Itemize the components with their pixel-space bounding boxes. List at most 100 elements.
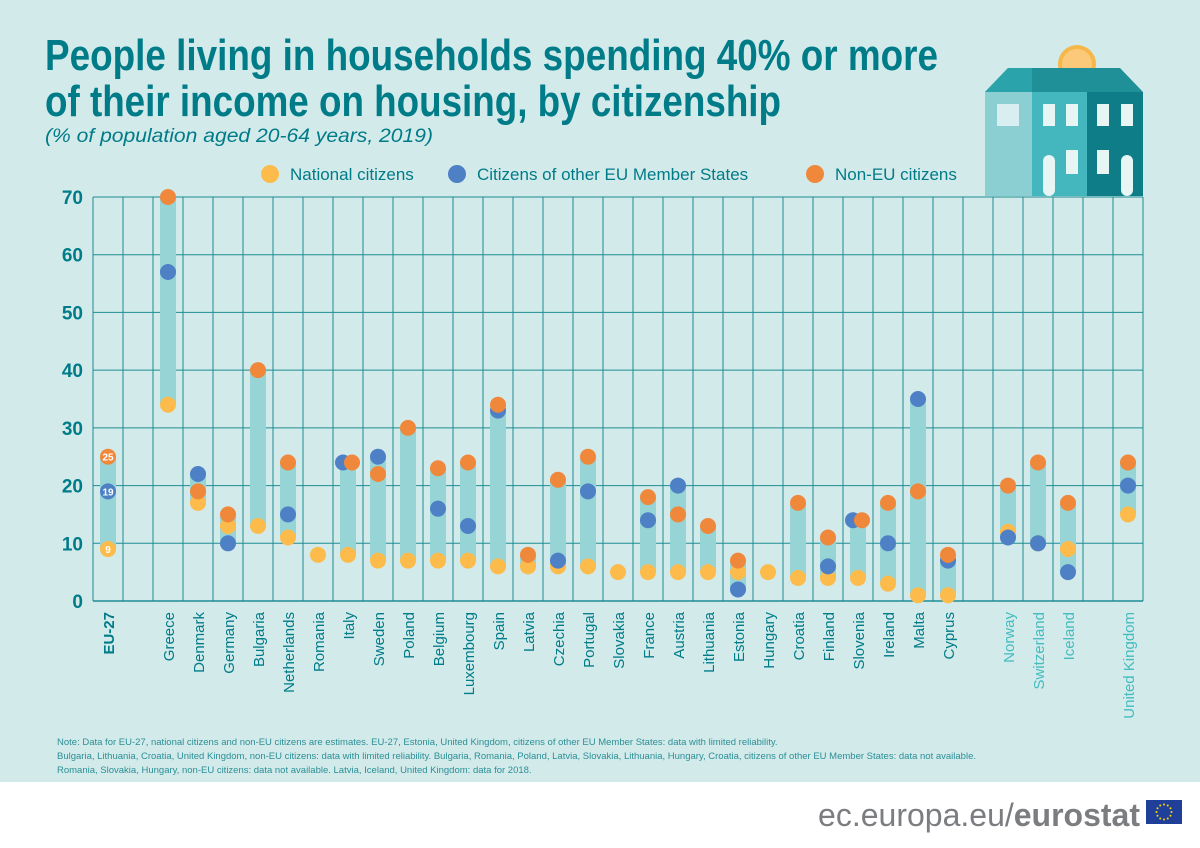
range-bar — [100, 456, 116, 550]
eurostat-link[interactable]: ec.europa.eu/eurostat — [818, 797, 1140, 833]
x-tick-label: Belgium — [431, 612, 448, 666]
dot-other-eu — [1000, 529, 1016, 546]
dot-national — [340, 546, 356, 563]
chart-title-line1: People living in households spending 40%… — [45, 31, 938, 80]
dot-national — [430, 552, 446, 569]
x-axis: EU-27 Greece Denmark Germany Bulgaria Netherl… — [101, 611, 1138, 718]
dot-non-eu — [520, 546, 536, 563]
x-tick-label: Romania — [311, 611, 328, 672]
dot-non-eu — [940, 546, 956, 563]
dot-national — [220, 517, 236, 534]
dot-non-eu — [280, 454, 296, 471]
x-tick-label: Sweden — [371, 612, 388, 666]
flag-star — [1163, 818, 1165, 821]
data-marks: 9 19 25 — [100, 189, 1136, 604]
range-bar — [340, 462, 356, 555]
dot-non-eu — [160, 189, 176, 205]
flag-star — [1169, 814, 1172, 817]
dot-national — [610, 564, 626, 581]
y-tick-label: 50 — [62, 303, 83, 324]
footer-site: ec.europa.eu/ — [818, 797, 1014, 833]
dot-national — [760, 564, 776, 581]
dot-other-eu — [460, 517, 476, 534]
footer-background — [0, 782, 1200, 848]
dot-national — [580, 558, 596, 575]
x-tick-label: Czechia — [551, 611, 568, 666]
dot-non-eu — [820, 529, 836, 546]
dot-non-eu — [700, 517, 716, 534]
dot-national — [400, 552, 416, 569]
footer: ec.europa.eu/eurostat — [818, 797, 1182, 833]
dot-national — [190, 494, 206, 511]
range-bar — [640, 497, 656, 573]
data-label: 19 — [102, 487, 114, 498]
x-tick-label: Greece — [161, 612, 178, 661]
y-tick-label: 70 — [62, 188, 83, 209]
y-tick-label: 20 — [62, 477, 83, 498]
dot-national — [490, 558, 506, 575]
grid — [92, 196, 1144, 602]
flag-star — [1170, 811, 1173, 813]
dot-non-eu — [730, 552, 746, 569]
x-tick-label: Estonia — [731, 611, 748, 662]
dot-other-eu — [1030, 535, 1046, 552]
dot-non-eu — [400, 419, 416, 436]
dot-non-eu — [640, 489, 656, 506]
y-tick-label: 0 — [72, 592, 83, 613]
dot-other-eu — [820, 558, 836, 575]
dot-national — [850, 569, 866, 586]
flag-star — [1155, 811, 1158, 813]
y-tick-label: 40 — [62, 361, 83, 382]
note-line-2: Bulgaria, Lithuania, Croatia, United Kin… — [57, 751, 976, 762]
dot-non-eu — [550, 471, 566, 488]
dot-national — [880, 575, 896, 592]
legend-marker-national — [261, 165, 279, 183]
dot-non-eu — [370, 466, 386, 483]
dot-non-eu — [1060, 494, 1076, 511]
notes: Note: Data for EU-27, national citizens … — [57, 737, 976, 776]
range-bar — [700, 525, 716, 573]
dot-non-eu — [1030, 454, 1046, 471]
legend-marker-other-eu — [448, 165, 466, 183]
x-tick-label: Ireland — [881, 612, 898, 658]
x-tick-label: Portugal — [581, 612, 598, 668]
y-axis: 0 10 20 30 40 50 60 70 — [62, 188, 83, 613]
legend-label-other-eu: Citizens of other EU Member States — [477, 165, 748, 184]
dot-non-eu — [1120, 454, 1136, 471]
dot-other-eu — [280, 506, 296, 523]
dot-non-eu — [430, 460, 446, 477]
dot-national — [820, 569, 836, 586]
range-bar — [790, 502, 806, 578]
dot-non-eu — [880, 494, 896, 511]
dot-national — [250, 517, 266, 534]
dot-national — [1060, 541, 1076, 558]
range-bar — [1060, 502, 1076, 573]
dot-other-eu — [160, 264, 176, 281]
dot-other-eu — [370, 448, 386, 465]
x-tick-label: Iceland — [1061, 612, 1078, 660]
x-tick-label: Luxembourg — [461, 612, 478, 695]
range-bar — [370, 456, 386, 561]
data-label: 9 — [105, 545, 111, 556]
dot-other-eu — [430, 500, 446, 517]
y-tick-label: 60 — [62, 246, 83, 267]
eu-flag-icon — [1146, 800, 1182, 824]
dot-national — [310, 546, 326, 563]
flag-star — [1159, 817, 1162, 820]
dot-other-eu — [670, 477, 686, 494]
range-bar — [490, 404, 506, 567]
x-tick-label: Lithuania — [701, 611, 718, 673]
flag-star — [1163, 803, 1165, 806]
flag-star — [1159, 804, 1162, 807]
dot-other-eu — [1060, 564, 1076, 581]
dot-other-eu — [580, 483, 596, 500]
chart-title-line2: of their income on housing, by citizensh… — [45, 77, 781, 126]
dot-non-eu — [100, 448, 116, 465]
dot-non-eu — [460, 454, 476, 471]
dot-national — [910, 587, 926, 604]
flag-star — [1166, 817, 1169, 820]
x-tick-label: Finland — [821, 612, 838, 661]
x-tick-label: Slovenia — [851, 611, 868, 669]
note-line-1: Note: Data for EU-27, national citizens … — [57, 737, 778, 748]
